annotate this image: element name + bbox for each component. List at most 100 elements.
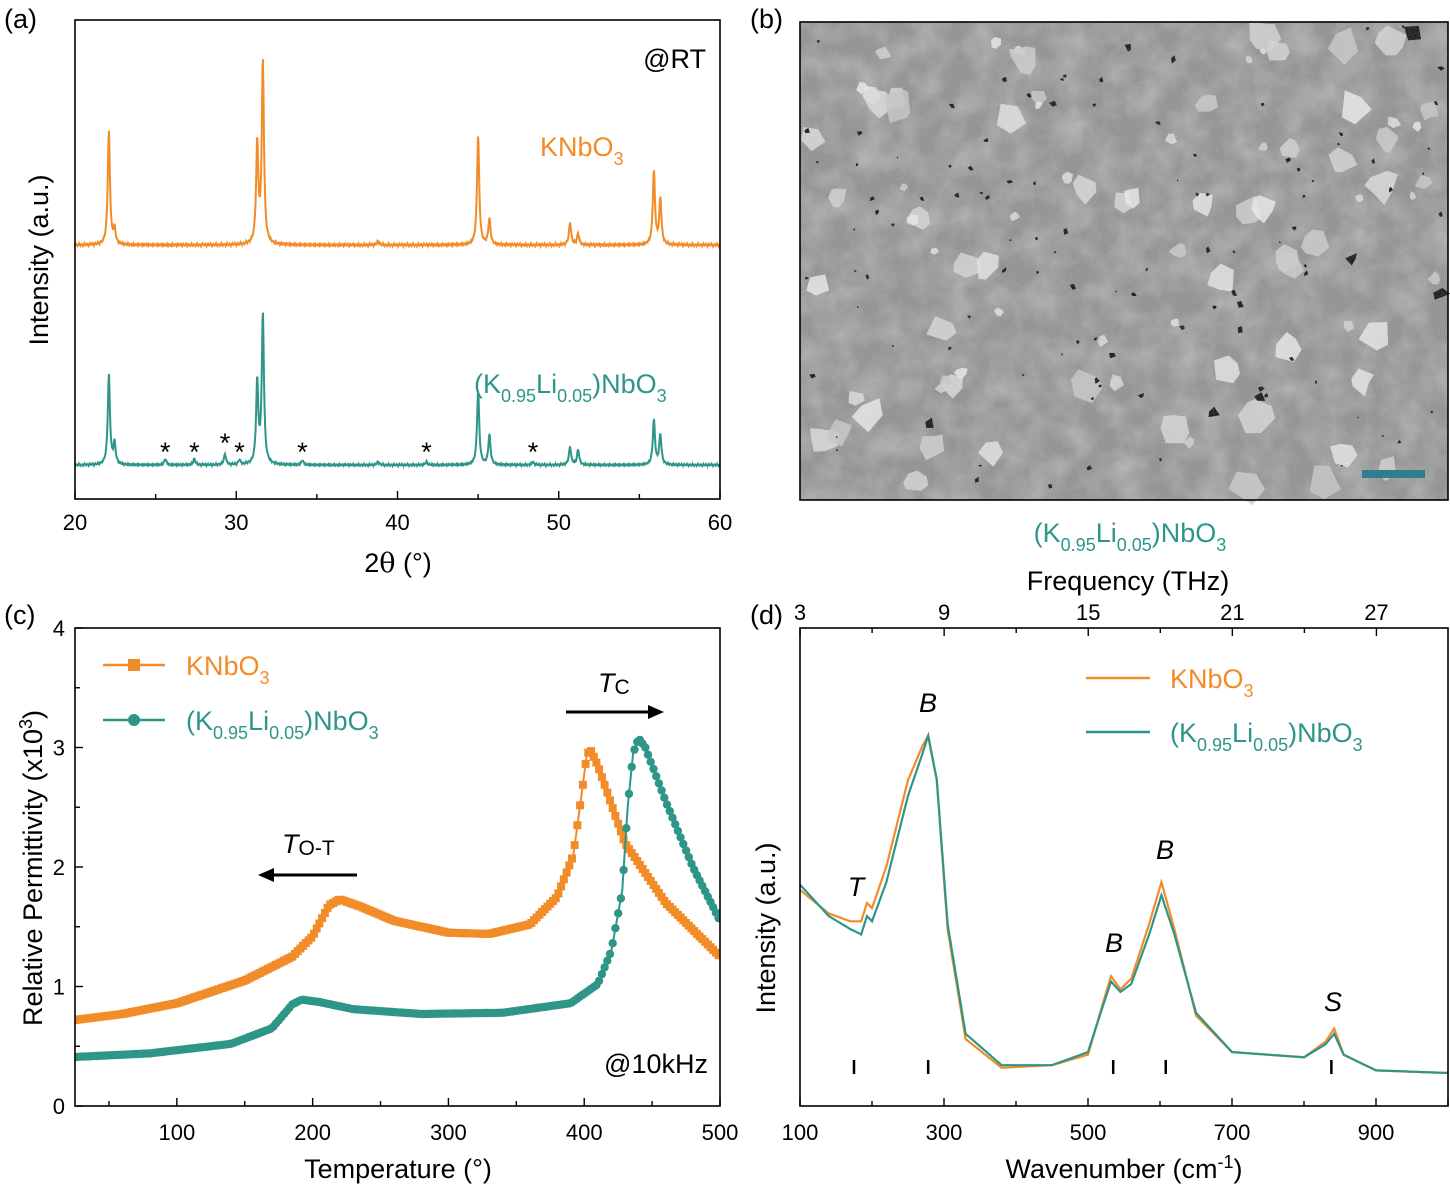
a-xtick-label-50: 50	[547, 510, 571, 535]
impurity-star: *	[234, 437, 245, 467]
panel-a-x-ticks: 20 30 40 50 60	[63, 491, 732, 535]
point-marker	[562, 868, 571, 877]
point-marker	[616, 827, 625, 836]
point-marker	[660, 793, 669, 802]
d-xtick-label-100: 100	[782, 1120, 819, 1145]
panel-c-y-label: Relative Permittivity (x103)	[16, 710, 48, 1026]
panel-b-label: (b)	[750, 4, 783, 34]
point-marker	[559, 875, 568, 884]
c-xtick-label-500: 500	[702, 1120, 739, 1145]
impurity-star: *	[189, 437, 200, 467]
panel-a-y-label: Intensity (a.u.)	[24, 174, 54, 345]
point-marker	[646, 757, 655, 766]
peak-label-B-535: B	[1105, 928, 1123, 958]
point-marker	[594, 976, 604, 985]
point-marker	[581, 759, 590, 768]
panel-a-series1-label: KNbO3	[540, 132, 624, 169]
panel-b-caption: (K0.95Li0.05)NbO3	[1034, 518, 1227, 555]
panel-d-x-label: Wavenumber (cm-1)	[1005, 1152, 1242, 1184]
panel-c-frequency-note: @10kHz	[604, 1049, 708, 1079]
panel-c-ticks: 100 200 300 400 500 0 1 2 3 4	[53, 616, 739, 1145]
panel-a-frame	[74, 19, 721, 500]
legend-c-knbo3-marker	[128, 659, 140, 671]
point-marker	[608, 939, 617, 948]
point-marker	[597, 773, 606, 782]
point-marker	[619, 835, 628, 844]
panel-d-y-label: Intensity (a.u.)	[751, 842, 781, 1013]
point-marker	[595, 765, 604, 774]
c-ytick-label-0: 0	[53, 1094, 65, 1119]
point-marker	[600, 963, 609, 972]
d-top-tick-label-15: 15	[1076, 600, 1100, 625]
permittivity-knbo3-series	[75, 747, 720, 1024]
panel-a-impurity-stars: * * * * * * *	[160, 428, 539, 467]
panel-d-top-axis-label: Frequency (THz)	[1027, 566, 1230, 596]
point-marker	[673, 826, 683, 836]
impurity-star: *	[421, 437, 432, 467]
point-marker	[576, 801, 585, 810]
point-marker	[614, 819, 623, 828]
impurity-star: *	[160, 437, 171, 467]
point-marker	[676, 833, 685, 842]
panel-c: (c) 100 200 300 400 500 0 1 2 3 4 KNbO3 (K0.95Li0…	[4, 600, 738, 1184]
tc-arrow-head	[648, 705, 664, 719]
peak-label-T: T	[848, 872, 867, 902]
point-marker	[624, 789, 634, 798]
a-xtick-label-30: 30	[224, 510, 248, 535]
point-marker	[627, 762, 636, 772]
point-marker	[662, 800, 672, 809]
panel-c-plot-area	[75, 735, 720, 1062]
point-marker	[657, 786, 666, 795]
panel-d-reference-marks	[852, 1060, 1333, 1074]
point-marker	[315, 919, 324, 928]
point-marker	[652, 772, 661, 781]
point-marker	[684, 852, 693, 862]
point-marker	[630, 745, 639, 754]
point-marker	[671, 820, 680, 829]
panel-d-legend: KNbO3 (K0.95Li0.05)NbO3	[1086, 664, 1363, 755]
point-marker	[600, 780, 609, 789]
panel-d-plot-area	[800, 731, 1448, 1075]
point-marker	[608, 804, 617, 813]
point-marker	[573, 821, 582, 830]
raman-klinbo3-line	[800, 731, 1448, 1075]
point-marker	[641, 743, 650, 752]
xrd-knbo3-line	[75, 59, 720, 250]
a-xtick-label-20: 20	[63, 510, 87, 535]
tot-arrow-head	[258, 868, 274, 882]
c-ytick-label-2: 2	[53, 855, 65, 880]
panel-a-x-label: 2θ (°)	[364, 548, 432, 579]
point-marker	[557, 882, 566, 891]
d-top-tick-label-21: 21	[1220, 600, 1244, 625]
point-marker	[616, 894, 626, 903]
permittivity-klinbo3-series	[75, 735, 720, 1062]
point-marker	[565, 861, 574, 870]
panel-d: (d) Frequency (THz) 100 300 500 700 900 3 9 15 2…	[750, 566, 1449, 1184]
c-ytick-label-1: 1	[53, 975, 65, 1000]
point-marker	[714, 951, 720, 960]
legend-d-knbo3-label: KNbO3	[1170, 664, 1254, 701]
point-marker	[597, 969, 607, 979]
peak-label-B-605: B	[1156, 835, 1174, 865]
point-marker	[320, 909, 329, 917]
d-xtick-label-900: 900	[1358, 1120, 1395, 1145]
d-top-tick-label-27: 27	[1364, 600, 1388, 625]
point-marker	[611, 924, 620, 933]
point-marker	[570, 841, 579, 850]
point-marker	[589, 752, 598, 761]
tc-annotation: TC	[598, 668, 630, 699]
point-marker	[679, 839, 688, 849]
point-marker	[611, 811, 620, 820]
c-ytick-label-3: 3	[53, 736, 65, 761]
point-marker	[622, 824, 631, 833]
tot-annotation: TO-T	[282, 829, 335, 860]
sem-frame	[799, 21, 1449, 501]
panel-d-label: (d)	[750, 600, 783, 630]
point-marker	[668, 813, 677, 822]
point-marker	[578, 780, 587, 789]
xrd-klinbo3-line	[75, 312, 720, 469]
d-xtick-label-300: 300	[926, 1120, 963, 1145]
c-ytick-label-4: 4	[53, 616, 65, 641]
point-marker	[603, 788, 612, 797]
